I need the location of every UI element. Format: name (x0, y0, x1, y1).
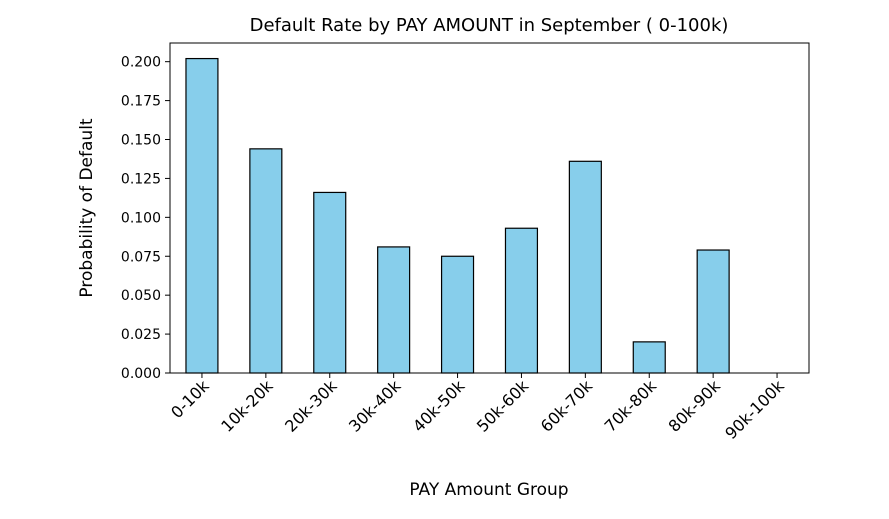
bar-30k-40k (377, 246, 411, 374)
x-tick-label: 0-10k (167, 376, 213, 422)
x-tick-label: 10k-20k (217, 376, 277, 436)
y-tick-label: 0.025 (121, 327, 161, 343)
plot-frame (169, 42, 810, 374)
x-axis-label: PAY Amount Group (409, 480, 568, 500)
y-tick-label: 0.150 (121, 133, 161, 149)
y-tick-label: 0.050 (121, 288, 161, 304)
y-tick-label: 0.100 (121, 210, 161, 226)
x-tick-label: 60k-70k (537, 376, 597, 436)
x-axis: 0-10k 10k-20k 20k-30k 30k-40k 40k-50k 50k-60k… (167, 373, 788, 443)
bar-80k-90k (696, 249, 730, 374)
y-tick-label: 0.000 (121, 366, 161, 382)
y-axis-label: Probability of Default (77, 118, 97, 298)
bar-60k-70k (568, 160, 602, 374)
bar-10k-20k (249, 148, 283, 374)
y-axis: 0.000 0.025 0.050 0.075 0.100 0.125 0.150 0.175… (121, 55, 170, 382)
x-tick-label: 30k-40k (345, 376, 405, 436)
chart-title: Default Rate by PAY AMOUNT in September … (250, 15, 729, 36)
y-tick-label: 0.075 (121, 249, 161, 265)
bar-70k-80k (632, 341, 666, 374)
x-tick-label: 80k-90k (665, 376, 725, 436)
bars-group (185, 57, 730, 374)
x-tick-label: 70k-80k (601, 376, 661, 436)
bar-20k-30k (313, 191, 347, 374)
y-tick-label: 0.125 (121, 171, 161, 187)
x-tick-label: 90k-100k (721, 376, 788, 443)
bar-0-10k (185, 57, 219, 374)
x-tick-label: 20k-30k (281, 376, 341, 436)
x-tick-label: 40k-50k (409, 376, 469, 436)
bar-50k-60k (504, 227, 539, 374)
y-tick-label: 0.200 (121, 55, 161, 71)
y-tick-label: 0.175 (121, 94, 161, 110)
x-tick-label: 50k-60k (473, 376, 533, 436)
bar-40k-50k (440, 255, 475, 374)
